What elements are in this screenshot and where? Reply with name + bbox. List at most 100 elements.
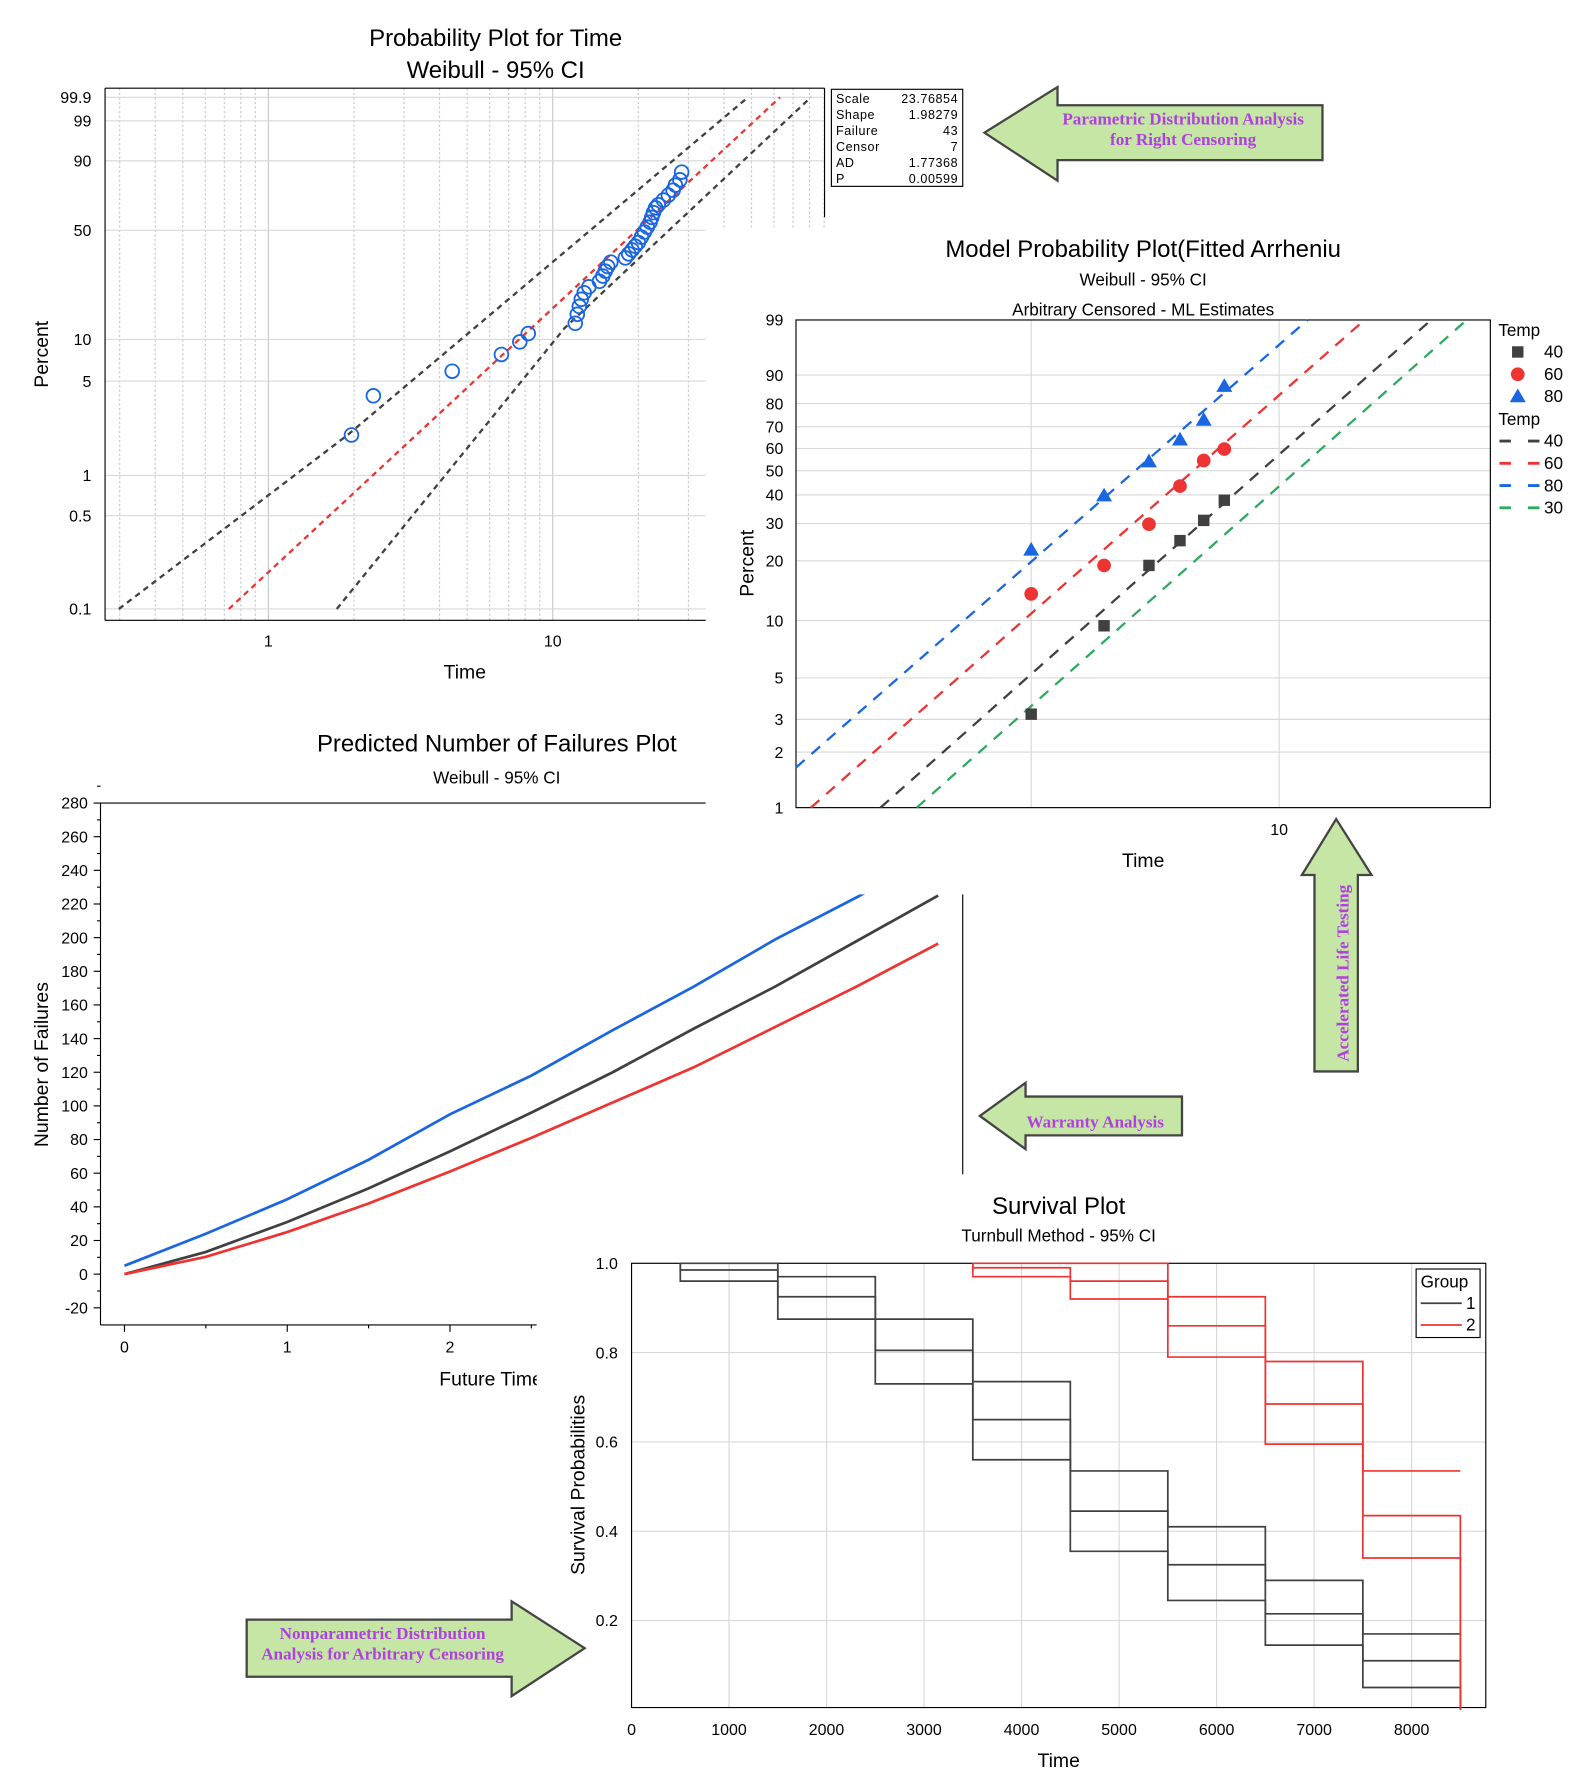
ci-upper-line	[335, 96, 812, 610]
legend-label: 60	[1544, 453, 1563, 473]
stats-box-frame	[830, 88, 964, 187]
triangle-marker	[1216, 378, 1233, 392]
y-tick-label: 5	[82, 374, 91, 391]
x-tick-label: 5000	[1101, 1722, 1137, 1739]
circle-marker	[1217, 442, 1232, 456]
legend-label: 80	[1544, 475, 1563, 495]
y-tick-label: 240	[61, 863, 88, 880]
data-point	[569, 306, 586, 323]
y-tick-label: 0.4	[596, 1524, 618, 1541]
x-tick-label: 2	[446, 1339, 455, 1356]
y-tick-label: 20	[766, 554, 784, 571]
y-tick-label: 200	[61, 930, 88, 947]
fit-line	[228, 96, 781, 610]
annotation-text: Accelerated Life Testing	[1334, 884, 1353, 1061]
y-tick-label: 0.8	[596, 1345, 618, 1362]
legend-label: 60	[1544, 364, 1563, 384]
data-point	[493, 346, 510, 363]
y-tick-label: 10	[74, 332, 92, 349]
data-point	[673, 164, 690, 180]
x-axis-label: Future Time	[439, 1368, 543, 1390]
stat-label: Censor	[836, 140, 880, 154]
y-tick-label: 90	[74, 154, 92, 171]
stats-box: Scale 23.76854 Shape 1.98279 Failure 43 Censor…	[830, 88, 964, 187]
y-tick-label: 280	[61, 796, 88, 813]
legend-title: Group	[1421, 1271, 1469, 1291]
circle-marker	[1097, 558, 1111, 573]
stat-value: 23.76854	[901, 92, 958, 106]
circle-marker	[1173, 479, 1187, 493]
data-point	[655, 192, 672, 208]
x-tick-label: 3000	[906, 1722, 942, 1739]
data-point	[672, 172, 688, 188]
chart-title: Survival Plot	[992, 1193, 1126, 1220]
ci-lower-line	[118, 96, 749, 610]
data-point	[343, 427, 360, 443]
legend-label: 2	[1466, 1315, 1476, 1335]
arrow-shape	[1299, 816, 1374, 1073]
y-tick-label: 1.0	[596, 1256, 618, 1273]
annotation-arrow: Nonparametric Distribution Analysis for A…	[245, 1599, 587, 1699]
data-point	[603, 254, 619, 270]
data-point	[567, 315, 584, 332]
x-tick-label: 2000	[809, 1722, 845, 1739]
arrow-shape	[245, 1599, 587, 1699]
legend-title: Temp	[1498, 409, 1540, 429]
y-tick-label: 99.9	[60, 90, 91, 107]
annotation-arrow: Warranty Analysis	[977, 1080, 1184, 1152]
legend-label: 30	[1544, 498, 1563, 518]
stat-value: 7	[951, 140, 959, 154]
y-tick-label: 60	[766, 441, 784, 458]
legend-title: Temp	[1498, 320, 1540, 340]
y-tick-label: 50	[74, 223, 92, 240]
legend-label: 80	[1544, 386, 1563, 406]
arrow-shape	[982, 84, 1324, 183]
y-axis-label: Percent	[31, 320, 53, 387]
square-marker	[1198, 514, 1210, 527]
stat-value: 43	[943, 124, 958, 138]
data-point	[650, 196, 667, 213]
y-tick-label: 40	[766, 488, 784, 505]
y-tick-label: 40	[70, 1200, 88, 1217]
legend-label: 40	[1544, 342, 1563, 362]
group-1-upper-ci	[680, 1262, 1461, 1635]
square-marker	[1174, 534, 1186, 547]
y-tick-label: 180	[61, 964, 88, 981]
annotation-text: Warranty Analysis	[1026, 1112, 1164, 1131]
series-line-estimate	[124, 894, 939, 1276]
data-point	[647, 200, 664, 216]
data-point	[520, 325, 536, 342]
stat-label: Scale	[836, 92, 870, 106]
annotation-text: Nonparametric Distribution	[280, 1624, 486, 1643]
group-2-estimate	[971, 1263, 1462, 1710]
y-tick-label: 0.6	[596, 1435, 618, 1452]
y-tick-label: 60	[70, 1166, 88, 1183]
x-tick-label: 4000	[1004, 1722, 1040, 1739]
group-2-upper-ci	[972, 1262, 1461, 1472]
stat-value: 1.77368	[909, 156, 958, 170]
stat-label: Shape	[836, 108, 875, 122]
y-tick-label: 90	[766, 368, 784, 385]
x-tick-label: 10	[1270, 822, 1288, 839]
x-tick-label: 1	[264, 634, 273, 651]
x-tick-label: 0	[627, 1722, 636, 1739]
stat-value: 1.98279	[909, 108, 958, 122]
series-line-upper	[123, 894, 865, 1268]
survival-plot: 0 1000 2000 3000 4000 5000 6000 7000 8000 0.2 0.4 0…	[536, 1182, 1576, 1774]
stat-value: 0.00599	[909, 172, 958, 186]
y-tick-label: 0.2	[596, 1613, 618, 1630]
y-tick-label: 99	[766, 313, 784, 330]
legend-label: 40	[1544, 431, 1563, 451]
y-tick-label: 260	[61, 829, 88, 846]
y-tick-label: 10	[766, 613, 784, 630]
x-tick-label: 8000	[1394, 1722, 1430, 1739]
triangle-marker	[1509, 388, 1526, 403]
x-tick-label: 7000	[1296, 1722, 1332, 1739]
annotation-arrow: Accelerated Life Testing	[1299, 816, 1374, 1073]
chart-subtitle: Weibull - 95% CI	[407, 57, 585, 84]
y-tick-label: 80	[766, 396, 784, 413]
y-tick-label: 0	[79, 1267, 88, 1284]
square-marker	[1512, 346, 1524, 358]
